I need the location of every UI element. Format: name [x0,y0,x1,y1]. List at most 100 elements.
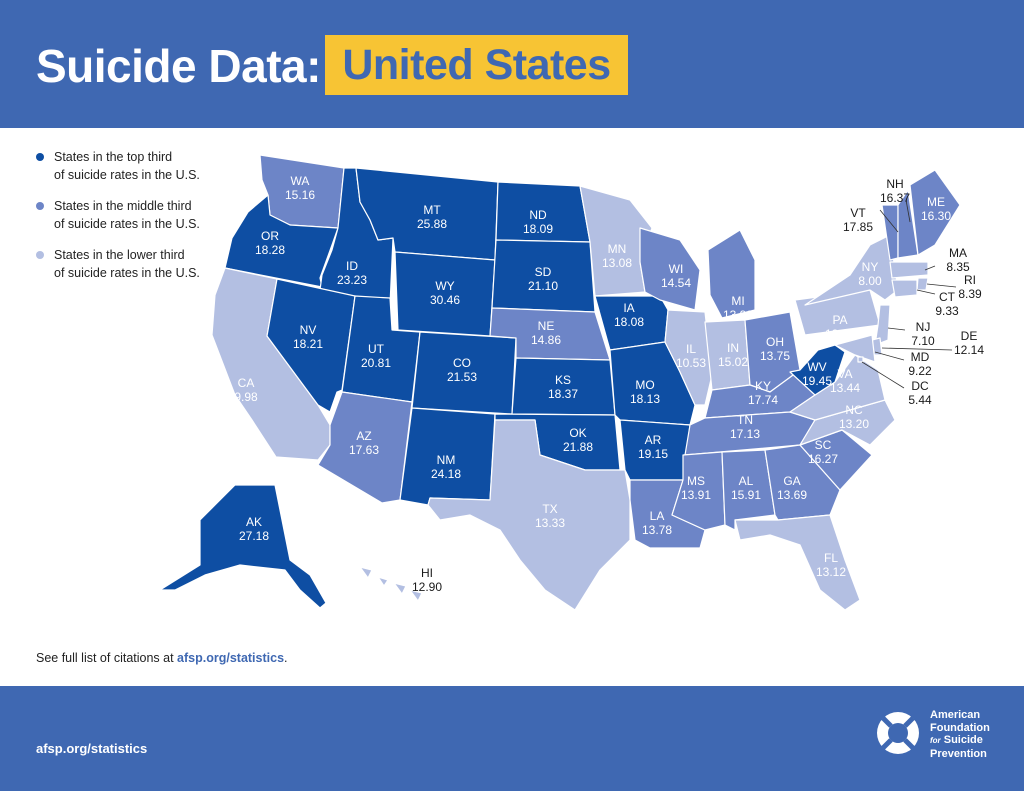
page-title: Suicide Data: [36,40,321,92]
state-label-dc: DC 5.44 [908,379,932,407]
state-label-mt: MT 25.88 [417,203,447,231]
state-label-ok: OK 21.88 [563,426,593,454]
state-label-wi: WI 14.54 [661,262,691,290]
state-label-ms: MS 13.91 [681,474,711,502]
state-ny [804,234,899,306]
state-label-vt: VT 17.85 [843,206,873,234]
state-mi [707,229,756,319]
state-nj [874,304,891,346]
state-fl [734,514,861,611]
legend-label: of suicide rates in the U.S. [54,168,200,182]
state-label-ar: AR 19.15 [638,433,668,461]
state-label-fl: FL 13.12 [816,551,846,579]
leader-line [874,351,905,361]
citation-note: See full list of citations at afsp.org/s… [36,651,288,665]
state-label-az: AZ 17.63 [349,429,379,457]
state-tx [427,419,631,611]
state-label-ca: CA 9.98 [234,376,258,404]
state-label-wa: WA 15.16 [285,174,315,202]
state-label-de: DE 12.14 [954,329,984,357]
state-label-mo: MO 18.13 [630,378,660,406]
org-name-for: for [930,736,941,745]
state-az [317,391,413,504]
state-label-id: ID 23.23 [337,259,367,287]
state-wv [789,344,846,396]
state-label-nd: ND 18.09 [523,208,553,236]
state-label-oh: OH 13.75 [760,335,790,363]
legend-label: States in the middle third [54,199,192,213]
state-label-al: AL 15.91 [731,474,761,502]
state-label-wv: WV 19.45 [802,360,832,388]
state-label-ri: RI 8.39 [958,273,982,301]
legend-item-lower: States in the lower third of suicide rat… [36,246,236,282]
state-label-nj: NJ 7.10 [911,320,935,348]
state-label-nm: NM 24.18 [431,453,461,481]
state-label-ne: NE 14.86 [531,319,561,347]
title-highlight-text: United States [342,41,611,89]
org-name-line: American [930,709,981,721]
legend-item-top: States in the top third of suicide rates… [36,148,236,184]
org-name: American Foundation for Suicide Preventi… [930,709,990,760]
state-label-ky: KY 17.74 [748,379,778,407]
state-label-md: MD 9.22 [908,350,932,378]
label-leader-lines [861,199,957,389]
state-label-pa: PA 12.55 [825,313,855,341]
state-label-ct: CT 9.33 [935,290,959,318]
state-label-tn: TN 17.13 [730,413,760,441]
state-label-nc: NC 13.20 [839,403,869,431]
title-highlight-box: United States [325,35,628,95]
state-ct [891,279,918,298]
state-label-me: ME 16.30 [921,195,951,223]
footer-url-link[interactable]: afsp.org/statistics [36,741,148,756]
state-label-tx: TX 13.33 [535,502,565,530]
legend-label: of suicide rates in the U.S. [54,217,200,231]
state-label-ga: GA 13.69 [777,474,807,502]
state-label-nh: NH 16.37 [880,177,910,205]
state-label-or: OR 18.28 [255,229,285,257]
map-legend: States in the top third of suicide rates… [36,148,236,295]
legend-dot-top-icon [36,153,44,161]
state-ak [159,484,327,609]
state-label-ny: NY 8.00 [858,260,882,288]
state-label-la: LA 13.78 [642,509,672,537]
citation-suffix: . [284,651,288,665]
state-label-sc: SC 16.27 [808,438,838,466]
state-label-ut: UT 20.81 [361,342,391,370]
state-hi [359,566,423,602]
org-name-line: Prevention [930,747,987,760]
citation-prefix: See full list of citations at [36,651,178,665]
citation-link[interactable]: afsp.org/statistics [177,651,285,665]
state-label-ks: KS 18.37 [548,373,578,401]
life-preserver-icon [877,712,919,754]
legend-item-middle: States in the middle third of suicide ra… [36,197,236,233]
state-or [224,194,339,288]
state-ri [916,277,929,291]
state-md [834,334,876,363]
state-label-ak: AK 27.18 [239,515,269,543]
footer-banner [0,686,1024,791]
legend-dot-lower-icon [36,251,44,259]
state-wi [639,227,701,311]
state-label-il: IL 10.53 [676,342,706,370]
legend-dot-middle-icon [36,202,44,210]
org-name-suicide: Suicide [940,734,983,746]
state-label-nv: NV 18.21 [293,323,323,351]
org-name-line: for Suicide [930,734,990,748]
leader-line [887,327,906,331]
leader-line [879,209,899,233]
state-shapes [159,154,961,611]
state-label-mn: MN 13.08 [602,242,632,270]
leader-line [861,361,905,389]
state-label-ma: MA 8.35 [946,246,970,274]
state-me [909,169,961,256]
state-label-in: IN 15.02 [718,341,748,369]
state-label-mi: MI 13.92 [723,294,753,322]
state-label-ia: IA 18.08 [614,301,644,329]
leader-line [916,289,936,295]
org-name-line: Foundation [930,721,990,734]
leader-line [905,199,911,223]
state-label-sd: SD 21.10 [528,265,558,293]
leader-line [924,265,936,271]
